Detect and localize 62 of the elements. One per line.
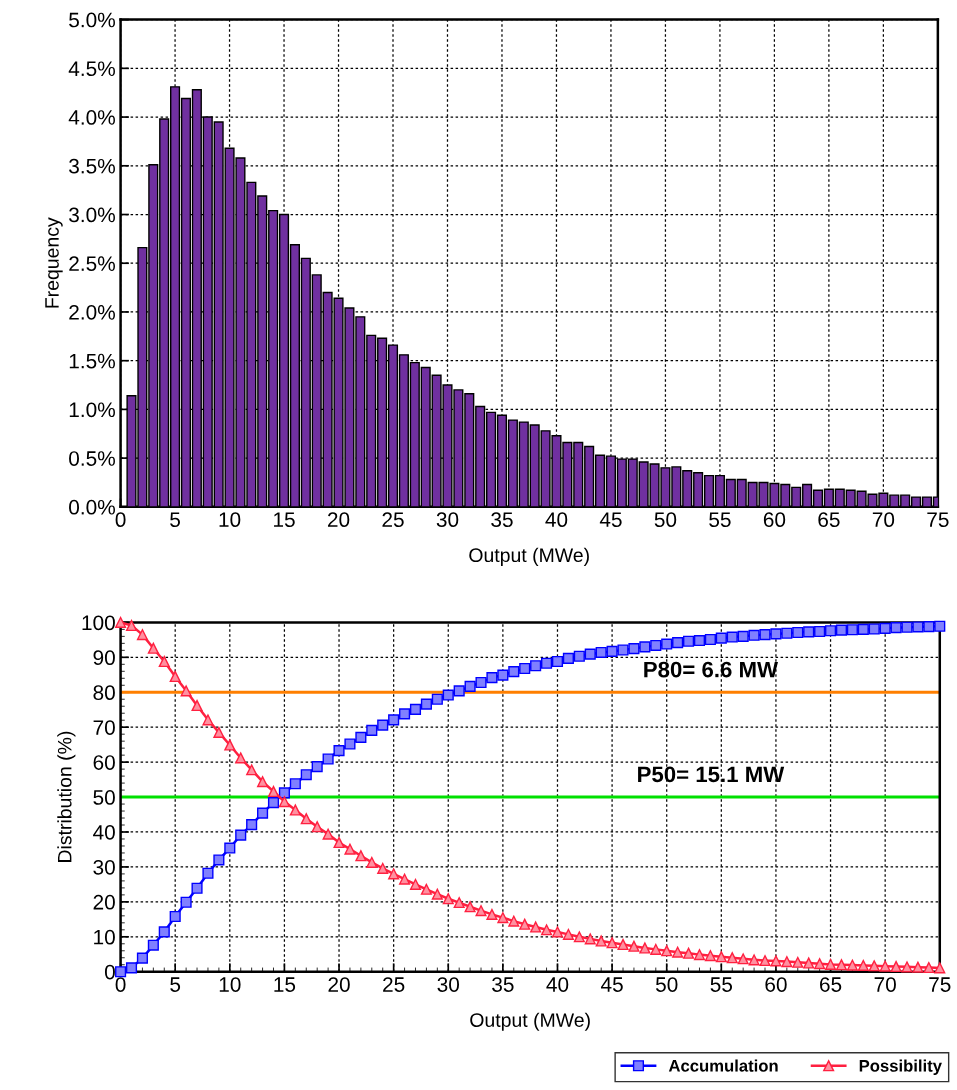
x-tick-label: 10 [219, 512, 241, 528]
y-tick-label: 80 [93, 685, 115, 701]
x-tick-label: 55 [709, 512, 731, 528]
x-tick-label: 75 [929, 977, 951, 992]
y-tick-label: 30 [93, 859, 115, 875]
y-tick-label: 1.0% [69, 402, 115, 418]
x-tick-label: 30 [437, 977, 460, 992]
x-tick-label: 15 [274, 977, 296, 992]
x-tick-label: 45 [600, 977, 623, 992]
y-tick-label: 90 [93, 650, 115, 666]
x-tick-label: 25 [382, 512, 404, 528]
x-tick-label: 35 [492, 977, 514, 992]
x-tick-label: 5 [170, 512, 180, 528]
y-tick-label: 3.0% [69, 207, 115, 223]
x-tick-label: 0 [115, 512, 126, 528]
ref-line-label: P80= 6.6 MW [644, 661, 778, 678]
y-tick-label: 2.0% [69, 304, 115, 320]
y-tick-label: 4.5% [68, 61, 115, 77]
y-tick-label: 40 [93, 825, 115, 840]
x-tick-label: 60 [765, 977, 787, 992]
y-tick-label: 0.0% [69, 499, 115, 515]
x-tick-label: 5 [170, 977, 181, 992]
x-tick-label: 10 [219, 977, 241, 992]
y-tick-label: 1.5% [69, 353, 115, 369]
y-tick-label: 3.5% [69, 158, 115, 174]
y-tick-label: 2.5% [69, 256, 115, 271]
x-tick-label: 20 [327, 512, 350, 528]
x-tick-label: 30 [436, 512, 459, 528]
x-axis-title: Output (MWe) [469, 547, 589, 566]
x-tick-label: 60 [763, 512, 786, 528]
y-tick-label: 60 [93, 755, 115, 770]
x-tick-label: 50 [655, 977, 678, 992]
y-axis-title: Frequency [45, 217, 63, 308]
x-tick-label: 75 [927, 512, 949, 528]
x-tick-label: 25 [383, 977, 405, 992]
y-tick-label: 50 [93, 790, 115, 805]
x-tick-label: 70 [872, 512, 895, 528]
y-tick-label: 70 [93, 720, 115, 735]
x-tick-label: 20 [328, 977, 350, 992]
legend-label: Possibility [859, 1059, 942, 1075]
x-tick-label: 35 [491, 512, 513, 528]
x-tick-label: 70 [874, 977, 896, 992]
y-tick-label: 20 [93, 894, 115, 910]
y-tick-label: 0.5% [69, 451, 115, 466]
x-tick-label: 50 [654, 512, 677, 528]
x-tick-label: 15 [274, 512, 295, 528]
legend-label: Accumulation [668, 1059, 778, 1072]
x-tick-label: 45 [599, 512, 622, 528]
y-tick-label: 0 [104, 964, 115, 980]
x-axis-title: Output (MWe) [470, 1012, 590, 1031]
x-tick-label: 55 [710, 977, 733, 992]
y-tick-label: 10 [94, 929, 115, 945]
ref-line-label: P50= 15.1 MW [638, 766, 785, 783]
x-tick-label: 40 [546, 977, 569, 992]
x-tick-label: 40 [545, 512, 568, 528]
y-axis-title: Distribution (%) [57, 731, 76, 862]
y-tick-label: 4.0% [68, 110, 115, 125]
x-tick-label: 65 [818, 512, 840, 528]
x-tick-label: 0 [115, 977, 126, 992]
x-tick-label: 65 [820, 977, 842, 992]
y-tick-label: 5.0% [69, 12, 115, 28]
y-tick-label: 100 [82, 615, 115, 631]
